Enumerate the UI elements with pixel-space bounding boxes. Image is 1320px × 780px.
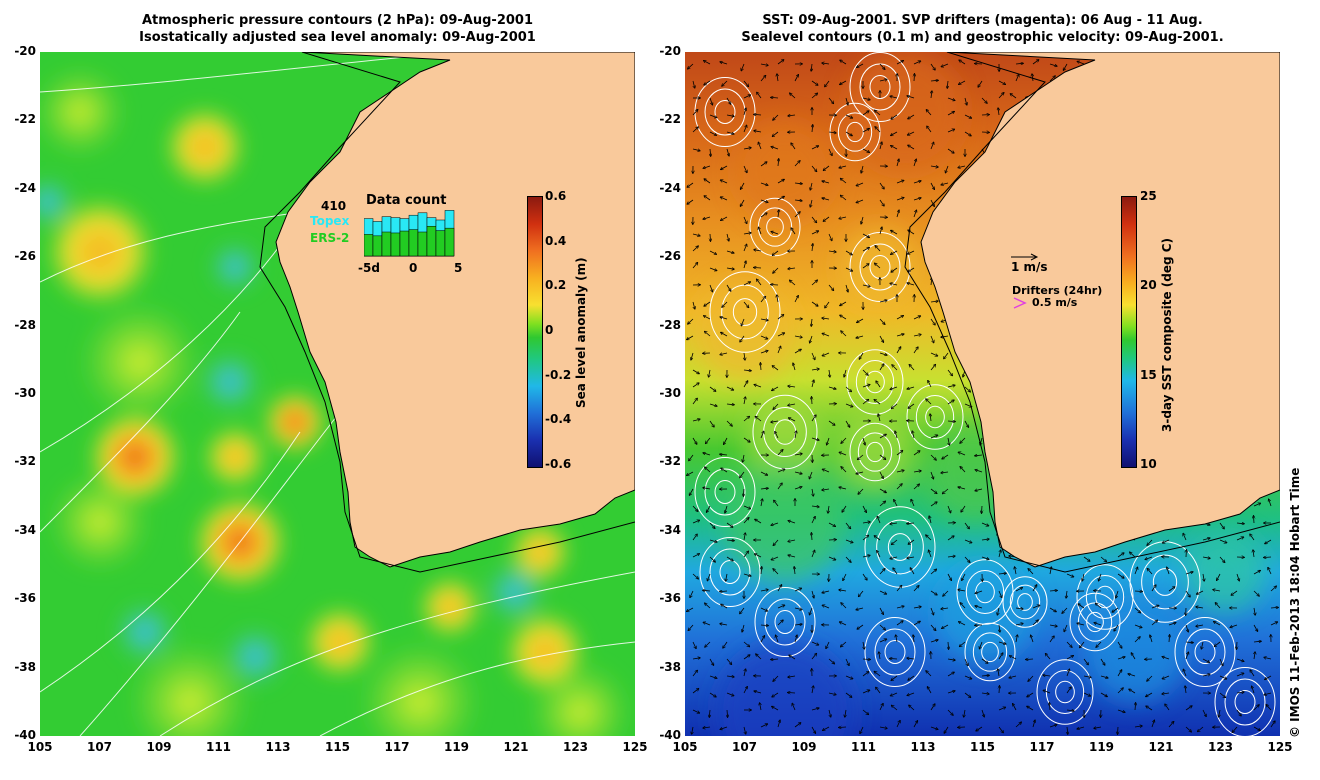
sst-colorbar-tick: 20 (1140, 278, 1157, 293)
right-y-tick: -32 (659, 454, 681, 469)
right-x-tick: 125 (1267, 740, 1293, 754)
right-y-tick: -40 (659, 728, 681, 742)
right-x-tick: 105 (672, 740, 698, 754)
left-y-tick: -22 (14, 112, 36, 127)
left-x-tick: 117 (384, 740, 410, 754)
sst-colorbar-tick: 10 (1140, 457, 1157, 471)
left-x-tick: 107 (86, 740, 113, 754)
right-y-tick: -28 (659, 317, 681, 332)
right-y-tick: -30 (659, 386, 681, 400)
left-x-tick: 105 (27, 740, 53, 754)
sea-level-colorbar (527, 196, 543, 468)
right-x-tick: 111 (850, 740, 877, 754)
right-y-tick: -38 (659, 659, 681, 674)
sea-level-colorbar-tick: 0.2 (545, 278, 567, 293)
data-count-bar-ers2 (381, 231, 392, 257)
sea-level-colorbar-tick: 0 (545, 323, 554, 337)
data-count-bar-ers2 (399, 230, 410, 257)
data-count-x-zero: 0 (409, 261, 418, 275)
data-count-x-neg: -5d (358, 261, 380, 275)
left-y-tick: -26 (14, 249, 36, 264)
sea-level-colorbar-tick: 0.4 (545, 233, 567, 248)
drifters-label: Drifters (24hr) (1012, 284, 1103, 297)
right-x-tick: 113 (910, 740, 936, 754)
sea-level-colorbar-title: Sea level anomaly (m) (574, 257, 588, 408)
data-count-x-pos: 5 (454, 261, 463, 275)
left-x-tick: 121 (503, 740, 529, 754)
data-count-chart (364, 210, 455, 257)
right-y-tick: -26 (659, 249, 681, 264)
right-x-tick: 119 (1088, 740, 1115, 754)
left-x-tick: 109 (146, 740, 172, 754)
left-x-tick: 123 (562, 740, 589, 754)
data-count-bar-ers2 (417, 231, 428, 257)
left-y-tick: -34 (14, 522, 36, 537)
right-title-line2: Sealevel contours (0.1 m) and geostrophi… (741, 30, 1224, 45)
left-title-line1: Atmospheric pressure contours (2 hPa): 0… (141, 13, 534, 28)
left-x-tick: 113 (265, 740, 291, 754)
left-map (40, 52, 635, 736)
sst-colorbar-title: 3-day SST composite (deg C) (1160, 237, 1174, 432)
sst-colorbar-tick: 25 (1140, 189, 1157, 203)
left-y-tick: -30 (14, 386, 36, 400)
sst-map (685, 52, 1280, 736)
sst-colorbar (1121, 196, 1137, 468)
sea-level-colorbar-tick: -0.6 (545, 457, 572, 471)
left-panel-title: Atmospheric pressure contours (2 hPa): 0… (40, 12, 635, 46)
right-x-tick: 115 (969, 740, 996, 754)
right-x-tick: 109 (791, 740, 817, 754)
sea-level-colorbar-tick: -0.2 (545, 367, 572, 382)
imos-credit: © IMOS 11-Feb-2013 18:04 Hobart Time (1288, 467, 1302, 738)
right-x-tick: 117 (1029, 740, 1055, 754)
right-x-tick: 123 (1207, 740, 1234, 754)
right-y-tick: -20 (659, 44, 681, 58)
drifters-speed-label: 0.5 m/s (1032, 296, 1078, 309)
ers2-label: ERS-2 (310, 231, 350, 245)
left-y-tick: -20 (14, 44, 36, 58)
left-x-tick: 115 (324, 740, 351, 754)
right-y-tick: -22 (659, 112, 681, 127)
left-y-tick: -40 (14, 728, 36, 742)
left-y-tick: -32 (14, 454, 36, 469)
left-y-tick: -28 (14, 317, 36, 332)
data-count-bar-ers2 (372, 235, 383, 257)
data-count-title: Data count (366, 193, 447, 208)
right-y-tick: -36 (659, 591, 681, 606)
left-x-tick: 111 (205, 740, 232, 754)
right-panel-title: SST: 09-Aug-2001. SVP drifters (magenta)… (685, 12, 1280, 46)
left-y-tick: -36 (14, 591, 36, 606)
left-x-tick: 125 (622, 740, 648, 754)
sst-colorbar-tick: 15 (1140, 367, 1157, 382)
data-count-bar-ers2 (408, 229, 419, 257)
left-y-tick: -38 (14, 659, 36, 674)
data-count-bar-ers2 (390, 232, 401, 257)
data-count-max: 410 (321, 199, 347, 213)
data-count-bar-ers2 (444, 227, 455, 257)
drifter-arrow-icon (1013, 297, 1027, 309)
right-title-line1: SST: 09-Aug-2001. SVP drifters (magenta)… (762, 13, 1203, 28)
data-count-bar-ers2 (426, 225, 437, 257)
left-y-tick: -24 (14, 180, 36, 195)
data-count-bar-ers2 (364, 234, 374, 257)
left-x-tick: 119 (443, 740, 470, 754)
velocity-scale-label: 1 m/s (1011, 260, 1048, 274)
left-title-line2: Isostatically adjusted sea level anomaly… (139, 30, 536, 45)
right-y-tick: -34 (659, 522, 681, 537)
right-x-tick: 121 (1148, 740, 1174, 754)
data-count-bar-ers2 (435, 230, 446, 257)
sea-level-anomaly-map (40, 52, 635, 736)
right-x-tick: 107 (731, 740, 758, 754)
topex-label: Topex (310, 214, 350, 228)
right-y-tick: -24 (659, 180, 681, 195)
right-map (685, 52, 1280, 736)
sea-level-colorbar-tick: 0.6 (545, 189, 567, 203)
sea-level-colorbar-tick: -0.4 (545, 412, 572, 427)
velocity-scale-arrow (1011, 253, 1039, 261)
